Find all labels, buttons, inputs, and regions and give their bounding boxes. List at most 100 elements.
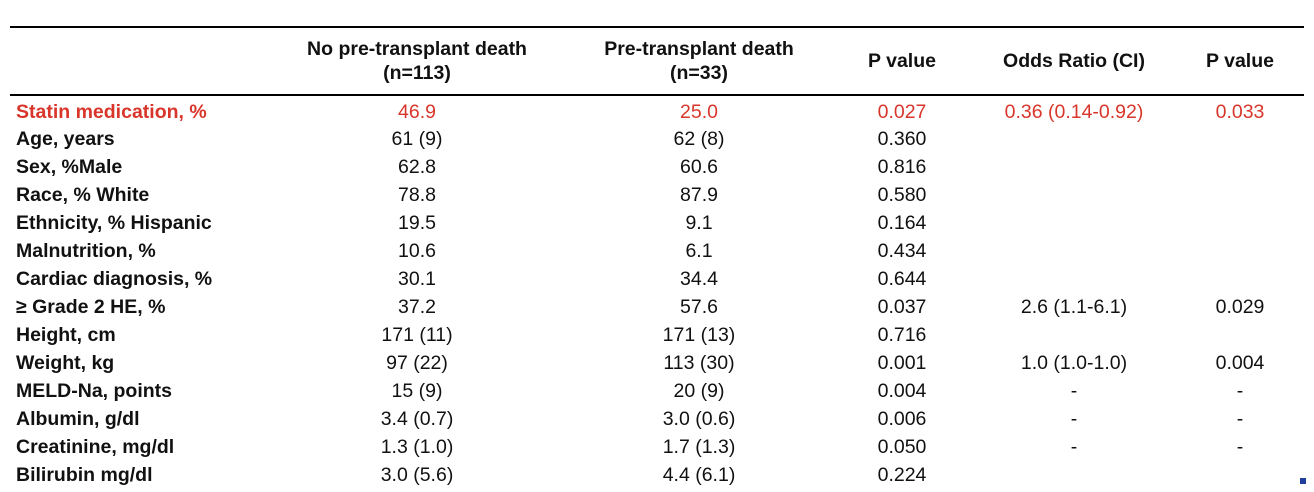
cell-p-value: 0.644	[877, 268, 927, 290]
cell-death: 113 (30)	[663, 352, 735, 374]
cell-death: 20 (9)	[673, 380, 725, 402]
header-no-pre-transplant-death: No pre-transplant death (n=113)	[268, 27, 566, 95]
cell-odds-ratio: -	[1070, 380, 1078, 402]
table-header-row: No pre-transplant death (n=113) Pre-tran…	[10, 27, 1304, 95]
cell-variable: Weight, kg	[16, 352, 115, 374]
cell-odds-ratio	[972, 209, 1176, 237]
cell-variable: Statin medication, %	[16, 100, 207, 123]
cell-variable: MELD-Na, points	[16, 380, 172, 402]
table-row: Albumin, g/dl 3.4 (0.7) 3.0 (0.6) 0.006 …	[10, 405, 1304, 433]
cell-odds-ratio	[972, 237, 1176, 265]
table-row: Bilirubin mg/dl 3.0 (5.6) 4.4 (6.1) 0.22…	[10, 461, 1304, 489]
cell-p-value-or: 0.029	[1215, 296, 1265, 318]
cell-odds-ratio	[972, 321, 1176, 349]
table-row: Sex, %Male 62.8 60.6 0.816	[10, 153, 1304, 181]
header-no-death-title: No pre-transplant death	[307, 38, 527, 60]
cell-odds-ratio	[972, 125, 1176, 153]
header-no-death-n: (n=113)	[383, 62, 451, 84]
cell-p-value: 0.004	[877, 380, 927, 402]
corner-resize-handle	[1300, 478, 1306, 484]
cell-odds-ratio	[972, 153, 1176, 181]
table-row: Creatinine, mg/dl 1.3 (1.0) 1.7 (1.3) 0.…	[10, 433, 1304, 461]
cell-p-value: 0.027	[877, 100, 927, 123]
cell-no-death: 3.4 (0.7)	[380, 408, 454, 430]
cell-death: 3.0 (0.6)	[662, 408, 736, 430]
cell-death: 4.4 (6.1)	[662, 464, 736, 486]
cell-death: 1.7 (1.3)	[662, 436, 736, 458]
cell-odds-ratio	[972, 181, 1176, 209]
cell-no-death: 37.2	[398, 296, 436, 318]
table-row: Race, % White 78.8 87.9 0.580	[10, 181, 1304, 209]
table-row: ≥ Grade 2 HE, % 37.2 57.6 0.037 2.6 (1.1…	[10, 293, 1304, 321]
cell-death: 34.4	[680, 268, 718, 290]
cell-no-death: 97 (22)	[386, 352, 448, 374]
cell-p-value: 0.037	[877, 296, 927, 318]
cell-no-death: 62.8	[398, 156, 436, 178]
cell-p-value-or: 0.033	[1215, 100, 1265, 123]
cell-variable: Height, cm	[16, 324, 116, 346]
cell-p-value: 0.434	[877, 240, 927, 262]
header-p-value: P value	[832, 27, 972, 95]
results-table-container: No pre-transplant death (n=113) Pre-tran…	[10, 26, 1304, 489]
cell-no-death: 10.6	[398, 240, 436, 262]
results-table: No pre-transplant death (n=113) Pre-tran…	[10, 26, 1304, 489]
header-p-value-or-label: P value	[1206, 50, 1274, 72]
cell-odds-ratio: -	[1070, 408, 1078, 430]
cell-p-value-or: 0.004	[1215, 352, 1265, 374]
cell-variable: ≥ Grade 2 HE, %	[16, 296, 166, 318]
cell-variable: Malnutrition, %	[16, 240, 156, 262]
cell-p-value-or: -	[1236, 408, 1244, 430]
cell-p-value: 0.164	[877, 212, 927, 234]
cell-no-death: 46.9	[398, 100, 436, 123]
cell-death: 6.1	[685, 240, 713, 262]
cell-p-value-or	[1176, 237, 1304, 265]
cell-death: 62 (8)	[673, 128, 725, 150]
header-variable	[10, 27, 268, 95]
cell-variable: Creatinine, mg/dl	[16, 436, 175, 458]
table-row: Malnutrition, % 10.6 6.1 0.434	[10, 237, 1304, 265]
table-row: Age, years 61 (9) 62 (8) 0.360	[10, 125, 1304, 153]
header-death-n: (n=33)	[670, 62, 728, 84]
cell-p-value-or: -	[1236, 436, 1244, 458]
cell-odds-ratio	[972, 461, 1176, 489]
cell-p-value: 0.580	[877, 184, 927, 206]
cell-variable: Race, % White	[16, 184, 150, 206]
cell-odds-ratio: -	[1070, 436, 1078, 458]
table-row: MELD-Na, points 15 (9) 20 (9) 0.004 - -	[10, 377, 1304, 405]
cell-p-value: 0.001	[877, 352, 927, 374]
cell-no-death: 15 (9)	[391, 380, 443, 402]
header-death-title: Pre-transplant death	[604, 38, 794, 60]
cell-p-value-or	[1176, 153, 1304, 181]
header-p-value-label: P value	[868, 50, 936, 72]
cell-death: 171 (13)	[662, 324, 736, 346]
cell-p-value: 0.716	[877, 324, 927, 346]
cell-p-value-or	[1176, 125, 1304, 153]
cell-odds-ratio	[972, 265, 1176, 293]
table-row: Ethnicity, % Hispanic 19.5 9.1 0.164	[10, 209, 1304, 237]
cell-no-death: 78.8	[398, 184, 436, 206]
cell-odds-ratio: 0.36 (0.14-0.92)	[1004, 100, 1144, 123]
cell-p-value: 0.050	[877, 436, 927, 458]
header-odds-ratio: Odds Ratio (CI)	[972, 27, 1176, 95]
cell-death: 60.6	[680, 156, 718, 178]
cell-no-death: 171 (11)	[381, 324, 453, 346]
cell-variable: Albumin, g/dl	[16, 408, 140, 430]
cell-death: 25.0	[680, 100, 718, 123]
cell-death: 57.6	[680, 296, 718, 318]
cell-p-value-or	[1176, 461, 1304, 489]
table-row: Height, cm 171 (11) 171 (13) 0.716	[10, 321, 1304, 349]
cell-no-death: 3.0 (5.6)	[380, 464, 454, 486]
cell-p-value: 0.224	[877, 464, 927, 486]
cell-no-death: 1.3 (1.0)	[380, 436, 454, 458]
cell-no-death: 30.1	[398, 268, 436, 290]
cell-no-death: 61 (9)	[391, 128, 443, 150]
cell-variable: Bilirubin mg/dl	[16, 464, 153, 486]
cell-p-value-or	[1176, 265, 1304, 293]
cell-p-value-or	[1176, 181, 1304, 209]
cell-p-value: 0.816	[877, 156, 927, 178]
cell-variable: Ethnicity, % Hispanic	[16, 212, 212, 234]
table-row: Weight, kg 97 (22) 113 (30) 0.001 1.0 (1…	[10, 349, 1304, 377]
table-row-statin: Statin medication, % 46.9 25.0 0.027 0.3…	[10, 95, 1304, 125]
cell-p-value-or	[1176, 209, 1304, 237]
cell-variable: Sex, %Male	[16, 156, 123, 178]
